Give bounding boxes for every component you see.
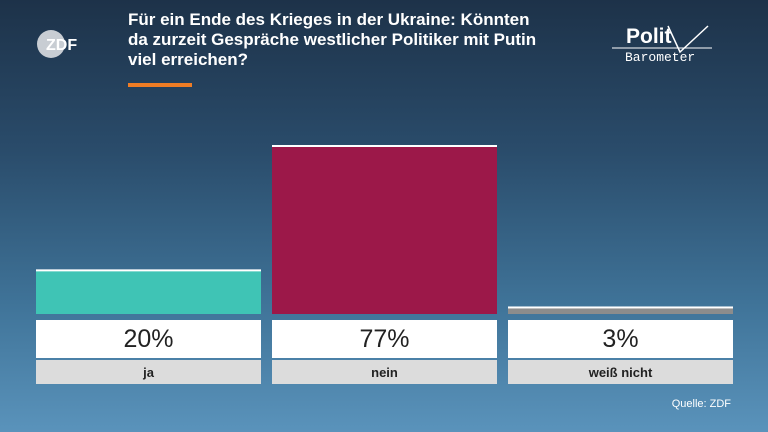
value-label-ja: 20% (123, 325, 173, 353)
source-note: Quelle: ZDF (671, 398, 731, 410)
value-box-wei-nicht (508, 320, 733, 358)
bar-top-line-ja (36, 269, 261, 272)
logo-polit-text: Polit (626, 25, 672, 48)
bar-wei-nicht (508, 307, 733, 314)
value-label-wei-nicht: 3% (602, 325, 638, 353)
value-box-nein (272, 320, 497, 358)
bar-nein (272, 146, 497, 314)
bar-top-line-wei-nicht (508, 306, 733, 309)
politbarometer-logo: Polit Barometer (612, 25, 712, 65)
chart-title: Für ein Ende des Krieges in der Ukraine:… (128, 10, 588, 70)
category-label-ja: ja (142, 365, 155, 380)
title-line-2: da zurzeit Gespräche westlicher Politike… (128, 30, 537, 49)
title-line-1: Für ein Ende des Krieges in der Ukraine:… (128, 10, 530, 29)
category-box-nein (272, 360, 497, 384)
bar-top-line-nein (272, 145, 497, 147)
value-label-nein: 77% (359, 325, 409, 353)
zdf-logo-text: ZDF (46, 37, 77, 54)
zdf-logo: ZDF (37, 30, 77, 58)
value-box-ja (36, 320, 261, 358)
category-box-wei-nicht (508, 360, 733, 384)
bar-ja (36, 270, 261, 314)
logo-barometer-text: Barometer (625, 50, 695, 65)
title-line-3: viel erreichen? (128, 50, 249, 69)
title-accent-bar (128, 83, 192, 87)
category-box-ja (36, 360, 261, 384)
category-label-wei-nicht: weiß nicht (588, 365, 653, 380)
category-label-nein: nein (371, 365, 398, 380)
